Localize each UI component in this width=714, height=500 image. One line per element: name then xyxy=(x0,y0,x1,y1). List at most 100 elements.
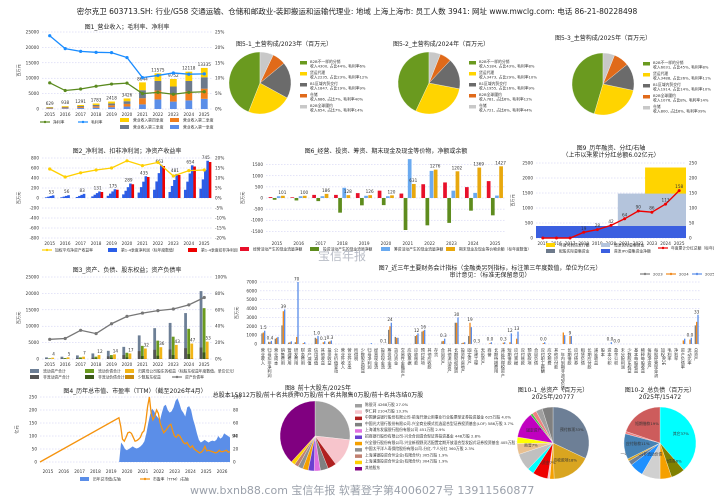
dividend-label: 86 xyxy=(649,206,655,211)
bar-indicator xyxy=(696,321,698,344)
bar-net-profit xyxy=(106,195,110,198)
y-tick-label: 10000 xyxy=(26,324,40,329)
x-tick-label: 2025 xyxy=(201,469,212,474)
bar-indicator xyxy=(441,341,443,344)
x-tick-label: 2025 xyxy=(490,241,501,246)
legend-swatch xyxy=(469,72,476,76)
bar-value-label: 120 xyxy=(387,189,395,194)
bar-value-label: 83 xyxy=(80,188,86,193)
legend-q1-swatch xyxy=(170,125,179,129)
chart-fig2: 图2_净利润、扣非净利润；净资产收益率 -800 -600 -400 -200 0 200 4… xyxy=(0,143,240,255)
bar-net-profit xyxy=(204,170,207,198)
bar-indicator xyxy=(289,342,291,344)
line-point xyxy=(554,236,558,240)
y2-tick-label: 0% xyxy=(215,196,222,201)
y-tick-label: 25000 xyxy=(26,30,40,35)
indicator-value-label: 0.3 xyxy=(440,333,447,338)
y2-tick-label: 60% xyxy=(215,307,224,312)
x-tick-label: 2015 xyxy=(43,469,54,474)
legend-rights-swatch xyxy=(546,249,555,253)
legend-swatch xyxy=(643,73,650,77)
pie-slice xyxy=(659,406,697,471)
line-point xyxy=(202,295,206,300)
bar-value-label: 53 xyxy=(49,189,55,194)
x-tick-label: 2024 xyxy=(185,469,196,474)
y-tick-label: 3000 xyxy=(246,315,257,320)
x-tick-label: 毛利率 xyxy=(667,347,673,362)
bar-net-profit xyxy=(139,187,143,198)
legend-label: 上海浦银投资合伙企业(有限合伙) 305万股 1.9% xyxy=(365,452,448,457)
x-tick-label: 租赁负债 xyxy=(581,347,586,367)
bar-segment xyxy=(169,94,177,102)
bar-deducted-profit xyxy=(146,177,150,198)
bar-indicator xyxy=(270,340,272,344)
legend-detail: 收入4300, 占比44%, 毛利率6% xyxy=(310,64,366,69)
bar-indicator xyxy=(570,336,572,344)
bar-indicator xyxy=(328,341,330,344)
x-tick-label: 2023 xyxy=(168,362,179,367)
bar-balance xyxy=(156,340,160,359)
legend-q3: 营业收入第三季度 xyxy=(133,125,164,130)
x-tick-label: 2022 xyxy=(153,241,164,246)
bar-indicator xyxy=(314,337,316,344)
bar-cashflow xyxy=(298,196,303,198)
legend-swatch xyxy=(469,61,476,65)
bar-indicator xyxy=(396,337,398,344)
y-tick-label: 20000 xyxy=(26,45,40,50)
bar-value-label: 1427 xyxy=(495,160,506,165)
bar-balance xyxy=(144,348,147,359)
bar-indicator xyxy=(264,330,266,344)
legend-detail: 收入686, 占比7%, 毛利率40% xyxy=(310,97,364,102)
bar-balance-sub xyxy=(202,352,206,359)
y2-tick-label: 15% xyxy=(215,60,224,65)
y-axis-label: 百万元 xyxy=(510,194,516,207)
bar-balance xyxy=(76,355,79,359)
y-tick-label: 600 xyxy=(31,166,39,171)
line-point xyxy=(109,82,114,86)
bar-balance xyxy=(110,355,113,359)
pie-slice xyxy=(279,400,316,463)
legend-cashflow: 筹资活动产生的现金流量净额 xyxy=(394,247,444,252)
legend-label: 中国建设银行股份有限公司-前海开源公用事业行业股票型证券投资基金 625万股 4… xyxy=(365,415,511,420)
legend-label: B1区域内贸交付 xyxy=(310,81,338,86)
y-axis-label: 百万元 xyxy=(16,312,22,325)
line-point xyxy=(125,81,129,85)
line-point xyxy=(109,322,114,326)
x-tick-label: 营业收入 xyxy=(260,347,266,366)
bar-value-label: 7 xyxy=(83,351,86,356)
y2-tick-label: 0 xyxy=(233,460,236,465)
line-point xyxy=(94,84,98,88)
indicator-value-label: 19 xyxy=(467,317,473,322)
bar-indicator xyxy=(421,331,423,344)
bar-indicator xyxy=(684,338,686,344)
legend-convertible: 年度可转债发行额 xyxy=(559,243,590,248)
bar-balance xyxy=(82,356,85,359)
bar-net-profit xyxy=(188,173,192,198)
chart-title: 图9_历年融资、分红/右轴 xyxy=(577,144,646,152)
y-tick-label: 1500 xyxy=(522,191,533,196)
page-header: 密尔克卫 603713.SH: 行业/G58 交通运输、仓储和邮政业-装卸搬运和… xyxy=(76,7,638,16)
chart-title: 图5-1_主营构成/2023年（百万元） xyxy=(236,40,332,48)
x-tick-label: 净利率 xyxy=(674,347,679,362)
y2-tick-label: -15% xyxy=(215,226,226,231)
legend-label: 货运代理 xyxy=(310,70,325,75)
legend-current-liab: 流动负债合计 xyxy=(98,369,121,374)
chart-title: 图6_经营、投资、筹资、期末现金及现金等价物，净额或余额 xyxy=(305,147,468,155)
x-tick-label: 销售费用 xyxy=(281,347,286,367)
bar-cashflow xyxy=(368,195,373,198)
bar-indicator xyxy=(370,343,372,344)
x-tick-label: 2021 xyxy=(137,112,148,117)
bar-segment xyxy=(61,108,69,109)
slice-label: 一年内到期的非流动负债 xyxy=(621,451,663,456)
x-tick-label: 2026 xyxy=(217,469,228,474)
legend-label: 兴全银行股份有限公司-兴全新视野灵活配置定期开放混合型发起式证券投资基金 405… xyxy=(365,440,527,445)
y-tick-label: 50 xyxy=(32,447,38,452)
x-tick-label: 总资产 xyxy=(694,347,699,362)
bar-cashflow xyxy=(455,171,460,198)
x-tick-label: 2024 xyxy=(183,112,194,117)
y-tick-label: -500 xyxy=(253,207,263,212)
bar-total-label: 3426 xyxy=(122,92,133,97)
line-point xyxy=(650,210,654,214)
indicator-value-label: 1.5 xyxy=(260,325,267,330)
legend-swatch xyxy=(355,441,362,446)
